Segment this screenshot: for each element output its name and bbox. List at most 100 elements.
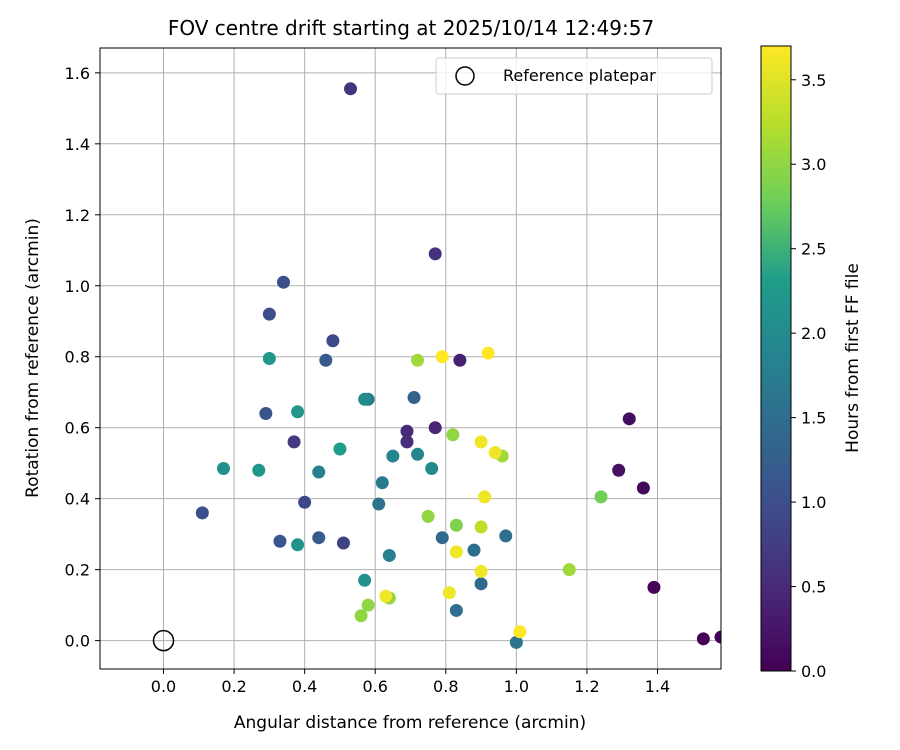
x-tick-label: 1.2 bbox=[574, 677, 599, 696]
legend-entry-reference: Reference platepar bbox=[503, 66, 656, 85]
chart-title: FOV centre drift starting at 2025/10/14 … bbox=[168, 16, 654, 40]
y-tick-label: 0.6 bbox=[65, 419, 90, 438]
scatter-point bbox=[312, 465, 326, 479]
scatter-point bbox=[449, 603, 463, 617]
scatter-point bbox=[428, 247, 442, 261]
reference-marker-group bbox=[152, 629, 175, 652]
scatter-point bbox=[291, 538, 305, 552]
scatter-point bbox=[488, 446, 502, 460]
y-tick-label: 1.0 bbox=[65, 277, 90, 296]
scatter-point bbox=[344, 82, 358, 96]
scatter-point bbox=[509, 635, 523, 649]
scatter-point bbox=[262, 352, 276, 365]
colorbar-label: Hours from first FF file bbox=[843, 263, 863, 453]
scatter-point bbox=[216, 462, 230, 476]
colorbar-tick-label: 3.0 bbox=[801, 155, 826, 174]
scatter-point bbox=[435, 531, 449, 545]
scatter-point bbox=[326, 334, 340, 348]
x-axis-ticks: 0.0 0.2 0.4 0.6 0.8 1.0 1.2 1.4 bbox=[151, 669, 670, 696]
scatter-point bbox=[358, 392, 372, 406]
scatter-point bbox=[474, 435, 488, 449]
grid-lines bbox=[100, 48, 721, 669]
scatter-point bbox=[336, 536, 350, 550]
scatter-point bbox=[411, 447, 425, 461]
scatter-point bbox=[513, 625, 527, 639]
scatter-point bbox=[386, 449, 400, 463]
y-tick-label: 0.2 bbox=[65, 561, 90, 580]
scatter-point bbox=[474, 564, 488, 578]
scatter-point bbox=[449, 545, 463, 559]
colorbar-ticks: 0.0 0.5 1.0 1.5 2.0 2.5 3.0 3.5 bbox=[791, 71, 826, 681]
scatter-point bbox=[622, 412, 636, 426]
scatter-point bbox=[453, 353, 467, 367]
scatter-point bbox=[319, 353, 333, 367]
y-tick-label: 0.4 bbox=[65, 490, 90, 509]
y-tick-label: 1.2 bbox=[65, 206, 90, 225]
scatter-point bbox=[442, 586, 456, 600]
scatter-point bbox=[358, 573, 372, 587]
scatter-point bbox=[372, 497, 386, 511]
scatter-point bbox=[696, 632, 710, 646]
scatter-point bbox=[421, 509, 435, 523]
scatter-point bbox=[446, 428, 460, 442]
scatter-point bbox=[562, 563, 576, 577]
scatter-point bbox=[407, 391, 421, 405]
x-tick-label: 0.4 bbox=[292, 677, 317, 696]
scatter-point bbox=[647, 580, 661, 594]
y-axis-ticks: 0.0 0.2 0.4 0.6 0.8 1.0 1.2 1.4 1.6 bbox=[65, 64, 100, 651]
colorbar-tick-label: 1.5 bbox=[801, 409, 826, 428]
scatter-point bbox=[195, 506, 209, 520]
x-tick-label: 0.0 bbox=[151, 677, 176, 696]
scatter-point bbox=[291, 405, 305, 419]
scatter-point bbox=[400, 435, 414, 449]
scatter-point bbox=[474, 577, 488, 591]
scatter-point bbox=[375, 476, 389, 490]
legend: Reference platepar bbox=[435, 57, 713, 95]
colorbar bbox=[760, 45, 792, 672]
scatter-point bbox=[252, 463, 266, 477]
scatter-point bbox=[425, 462, 439, 476]
scatter-point bbox=[361, 598, 375, 612]
y-tick-label: 0.8 bbox=[65, 348, 90, 367]
scatter-point bbox=[478, 490, 492, 504]
colorbar-tick-label: 0.5 bbox=[801, 578, 826, 597]
y-tick-label: 1.4 bbox=[65, 135, 90, 154]
scatter-point bbox=[714, 630, 721, 644]
scatter-point bbox=[467, 543, 481, 557]
scatter-point bbox=[287, 435, 301, 449]
scatter-point bbox=[298, 495, 312, 509]
scatter-point bbox=[474, 520, 488, 534]
scatter-point bbox=[379, 589, 393, 603]
y-tick-label: 1.6 bbox=[65, 64, 90, 83]
plot-frame bbox=[99, 47, 722, 670]
scatter-point bbox=[276, 275, 290, 289]
x-tick-label: 0.2 bbox=[221, 677, 246, 696]
colorbar-tick-label: 1.0 bbox=[801, 493, 826, 512]
scatter-point bbox=[411, 353, 425, 367]
x-tick-label: 1.0 bbox=[504, 677, 529, 696]
scatter-point bbox=[262, 307, 276, 321]
x-axis-label: Angular distance from reference (arcmin) bbox=[234, 713, 586, 733]
x-tick-label: 0.8 bbox=[433, 677, 458, 696]
y-axis-label: Rotation from reference (arcmin) bbox=[23, 218, 43, 498]
x-tick-label: 1.4 bbox=[645, 677, 670, 696]
scatter-point bbox=[273, 534, 287, 548]
scatter-points bbox=[195, 82, 721, 649]
reference-platepar-marker bbox=[152, 629, 175, 652]
scatter-point bbox=[259, 407, 273, 421]
colorbar-tick-label: 2.0 bbox=[801, 324, 826, 343]
scatter-point bbox=[312, 531, 326, 545]
scatter-point bbox=[499, 529, 513, 543]
scatter-point bbox=[636, 481, 650, 495]
legend-reference-marker bbox=[455, 66, 475, 86]
colorbar-tick-label: 0.0 bbox=[801, 662, 826, 681]
y-tick-label: 0.0 bbox=[65, 632, 90, 651]
scatter-point bbox=[612, 463, 626, 477]
legend-box bbox=[435, 57, 713, 95]
scatter-point bbox=[354, 609, 368, 623]
scatter-point bbox=[428, 421, 442, 435]
scatter-point bbox=[481, 346, 495, 360]
x-tick-label: 0.6 bbox=[362, 677, 387, 696]
